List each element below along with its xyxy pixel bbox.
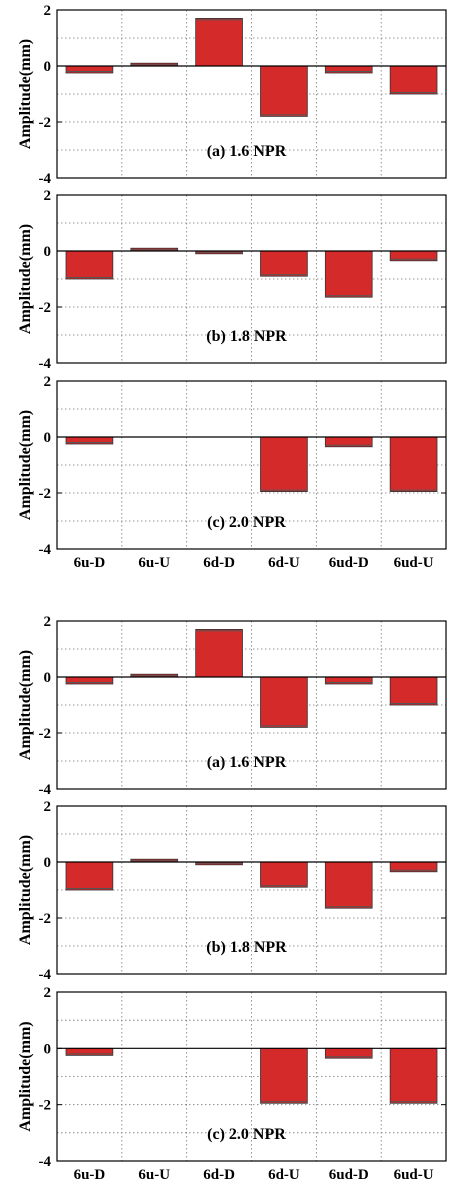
x-category-label: 6u-U xyxy=(138,555,170,571)
bar-6ud-U xyxy=(389,65,438,95)
bar-6ud-U xyxy=(389,250,438,262)
panel-title: (c) 2.0 NPR xyxy=(207,514,286,531)
y-tick-label: -4 xyxy=(39,356,52,372)
x-category-label: 6d-U xyxy=(268,1167,300,1183)
bar-6u-D xyxy=(65,436,114,445)
y-tick-label: 0 xyxy=(44,430,52,446)
x-category-label: 6d-U xyxy=(268,555,300,571)
chart-panel-4: 2 0 -2 -4 Amplitude(mm) (a) 1.6 NPR xyxy=(17,614,447,798)
y-tick-label: 2 xyxy=(44,985,52,1001)
y-axis-label: Amplitude(mm) xyxy=(17,1021,34,1131)
y-tick-label: -4 xyxy=(39,967,52,983)
y-tick-label: -4 xyxy=(39,171,52,187)
bar-6ud-D xyxy=(324,436,373,448)
y-tick-label: 2 xyxy=(44,799,52,815)
bar-6u-D xyxy=(65,676,114,685)
bar-6d-U xyxy=(260,861,308,888)
bar-6u-D xyxy=(65,250,114,280)
bar-6d-U xyxy=(260,65,308,117)
y-tick-label: -2 xyxy=(39,115,52,131)
plot-frame xyxy=(56,380,447,550)
y-axis-label: Amplitude(mm) xyxy=(17,39,34,149)
x-category-label: 6u-D xyxy=(74,555,106,571)
bar-6d-U xyxy=(260,250,308,277)
bar-6ud-D xyxy=(324,1047,373,1059)
panel-title: (b) 1.8 NPR xyxy=(206,328,287,345)
y-tick-label: -4 xyxy=(39,542,52,558)
x-category-label: 6ud-D xyxy=(329,555,369,571)
y-tick-label: -2 xyxy=(39,486,52,502)
bar-6ud-U xyxy=(389,676,438,706)
y-tick-label: -2 xyxy=(39,300,52,316)
chart-panel-1: 2 0 -2 -4 Amplitude(mm) (a) 1.6 NPR xyxy=(17,3,447,187)
y-axis-label: Amplitude(mm) xyxy=(17,224,34,334)
x-category-label: 6ud-D xyxy=(329,1167,369,1183)
y-tick-label: 0 xyxy=(44,244,52,260)
y-tick-label: -2 xyxy=(39,1098,52,1114)
y-tick-label: 0 xyxy=(44,670,52,686)
bar-6d-U xyxy=(260,1047,308,1104)
y-tick-label: 2 xyxy=(44,614,52,630)
y-axis-label: Amplitude(mm) xyxy=(17,835,34,945)
bar-6d-D xyxy=(195,629,243,678)
plot-frame xyxy=(56,805,447,975)
y-tick-label: 0 xyxy=(44,1041,52,1057)
y-axis-label: Amplitude(mm) xyxy=(17,650,34,760)
y-tick-label: 2 xyxy=(44,3,52,19)
y-tick-label: -2 xyxy=(39,726,52,742)
chart-panel-2: 2 0 -2 -4 Amplitude(mm) (b) 1.8 NPR xyxy=(17,188,447,372)
bar-6u-D xyxy=(65,861,114,891)
y-tick-label: 2 xyxy=(44,374,52,390)
bar-6d-U xyxy=(260,676,308,728)
plot-frame xyxy=(56,194,447,364)
bar-6d-D xyxy=(195,17,243,67)
y-tick-label: -2 xyxy=(39,911,52,927)
panel-title: (a) 1.6 NPR xyxy=(207,754,287,771)
bar-6ud-D xyxy=(324,65,373,74)
x-category-label: 6ud-U xyxy=(394,1167,434,1183)
bar-6ud-D xyxy=(324,861,373,909)
y-tick-label: -4 xyxy=(39,782,52,798)
bar-6ud-U xyxy=(389,861,438,873)
y-tick-label: 0 xyxy=(44,855,52,871)
plot-frame xyxy=(56,991,447,1162)
bar-6ud-U xyxy=(389,1047,438,1104)
y-tick-label: -4 xyxy=(39,1154,52,1170)
panel-title: (b) 1.8 NPR xyxy=(206,939,287,956)
x-category-label: 6d-D xyxy=(203,1167,235,1183)
x-category-label: 6u-U xyxy=(138,1167,170,1183)
bar-6ud-D xyxy=(324,250,373,298)
x-category-label: 6d-D xyxy=(203,555,235,571)
bar-6ud-D xyxy=(324,676,373,685)
chart-panel-5: 2 0 -2 -4 Amplitude(mm) (b) 1.8 NPR xyxy=(17,799,447,983)
x-category-label: 6u-D xyxy=(74,1167,106,1183)
chart-panel-3: 2 0 -2 -4 Amplitude(mm) (c) 2.0 NPR 6u-D 6u-U 6d… xyxy=(17,374,447,571)
bar-6d-U xyxy=(260,436,308,492)
panel-title: (a) 1.6 NPR xyxy=(207,143,287,160)
x-category-label: 6ud-U xyxy=(394,555,434,571)
bar-6u-D xyxy=(65,1047,114,1056)
plot-frame xyxy=(56,9,447,179)
y-tick-label: 2 xyxy=(44,188,52,204)
panel-title: (c) 2.0 NPR xyxy=(207,1126,286,1143)
y-axis-label: Amplitude(mm) xyxy=(17,410,34,520)
bar-6ud-U xyxy=(389,436,438,492)
y-tick-label: 0 xyxy=(44,59,52,75)
plot-frame xyxy=(56,620,447,790)
chart-panel-6: 2 0 -2 -4 Amplitude(mm) (c) 2.0 NPR 6u-D 6u-U 6d… xyxy=(17,985,447,1183)
bar-6u-D xyxy=(65,65,114,74)
